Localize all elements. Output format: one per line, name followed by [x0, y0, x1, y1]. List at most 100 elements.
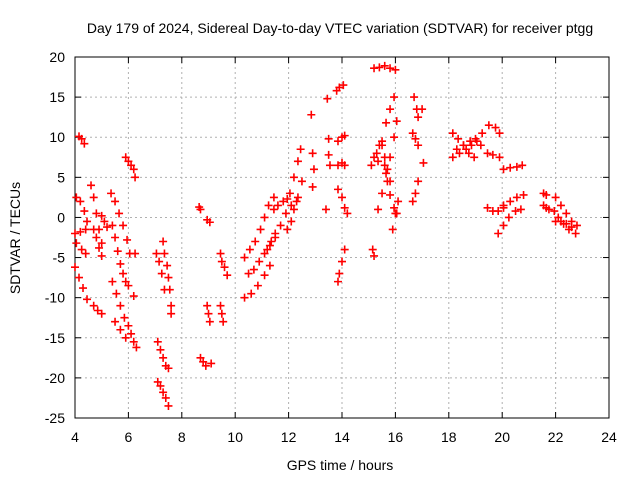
x-tick-label: 4: [71, 429, 79, 445]
data-point-marker: [383, 165, 392, 174]
x-tick-label: 24: [601, 429, 617, 445]
data-point-marker: [159, 353, 168, 362]
data-point-marker: [283, 194, 292, 203]
data-point-marker: [108, 221, 117, 230]
data-segment: [72, 193, 92, 226]
data-point-marker: [207, 359, 216, 368]
data-point-marker: [297, 177, 306, 186]
data-point-marker: [567, 223, 576, 232]
data-point-marker: [410, 93, 419, 102]
data-point-marker: [325, 161, 334, 170]
data-point-marker: [267, 237, 276, 246]
data-point-marker: [293, 193, 302, 202]
data-point-marker: [308, 182, 317, 191]
data-point-marker: [494, 207, 503, 216]
data-point-marker: [83, 217, 92, 226]
data-segment: [333, 131, 349, 146]
data-point-marker: [448, 129, 457, 138]
data-point-marker: [394, 197, 403, 206]
data-segment: [452, 134, 504, 162]
data-segment: [332, 81, 348, 95]
data-point-marker: [129, 165, 138, 174]
data-point-marker: [256, 225, 265, 234]
data-point-marker: [572, 221, 581, 230]
data-point-marker: [204, 309, 213, 318]
data-point-marker: [92, 209, 101, 218]
data-point-marker: [333, 137, 342, 146]
data-point-marker: [165, 285, 174, 294]
data-point-marker: [455, 149, 464, 158]
data-segment: [159, 237, 176, 318]
data-point-marker: [491, 123, 500, 132]
data-point-marker: [307, 110, 316, 119]
data-point-marker: [127, 161, 136, 170]
data-point-marker: [260, 213, 269, 222]
data-point-marker: [100, 217, 109, 226]
data-point-marker: [97, 211, 106, 220]
data-point-marker: [411, 134, 420, 143]
x-tick-label: 10: [227, 429, 243, 445]
data-point-marker: [264, 201, 273, 210]
data-point-marker: [506, 163, 515, 172]
data-point-marker: [219, 317, 228, 326]
chart-title: Day 179 of 2024, Sidereal Day-to-day VTE…: [87, 20, 593, 36]
data-point-marker: [93, 306, 102, 315]
data-point-marker: [495, 153, 504, 162]
data-point-marker: [251, 237, 260, 246]
data-point-marker: [470, 153, 479, 162]
data-segment: [269, 194, 292, 214]
data-point-marker: [80, 207, 89, 216]
data-point-marker: [72, 239, 81, 248]
data-point-marker: [167, 309, 176, 318]
data-point-marker: [368, 245, 377, 254]
data-point-marker: [382, 118, 391, 127]
data-point-marker: [323, 94, 332, 103]
data-point-marker: [338, 257, 346, 266]
data-point-marker: [471, 134, 480, 143]
data-point-marker: [255, 257, 264, 266]
data-point-marker: [71, 229, 79, 238]
data-point-marker: [75, 273, 84, 282]
data-segment: [499, 190, 528, 210]
y-tick-label: 0: [57, 209, 65, 225]
data-segment: [153, 377, 173, 410]
data-point-marker: [551, 193, 560, 202]
data-segment: [108, 277, 136, 338]
data-point-marker: [519, 190, 528, 199]
data-segment: [216, 301, 228, 326]
data-segment: [152, 249, 169, 294]
data-point-marker: [293, 157, 302, 166]
data-point-marker: [164, 401, 173, 410]
data-point-marker: [83, 295, 92, 304]
data-point-marker: [370, 64, 379, 73]
data-segment: [418, 105, 428, 167]
data-points: [71, 61, 581, 410]
data-segment: [374, 93, 399, 166]
data-point-marker: [124, 321, 133, 330]
data-point-marker: [467, 141, 476, 150]
data-point-marker: [343, 209, 352, 218]
data-point-marker: [77, 245, 86, 254]
tick-labels: 4 6 8 10 12 14 16 18 20 22 24 -25 -20 -15 -10 -5 0 5 10 15 2…: [45, 49, 617, 445]
data-point-marker: [89, 301, 98, 310]
data-point-marker: [111, 317, 120, 326]
grid-lines: [75, 57, 609, 418]
data-point-marker: [556, 217, 565, 226]
data-point-marker: [484, 121, 493, 130]
data-point-marker: [309, 165, 318, 174]
data-point-marker: [253, 281, 262, 290]
data-point-marker: [483, 149, 492, 158]
data-point-marker: [116, 301, 125, 310]
data-segment: [368, 245, 379, 260]
data-point-marker: [390, 203, 399, 212]
data-point-marker: [380, 161, 389, 170]
data-point-marker: [340, 203, 349, 212]
data-point-marker: [159, 388, 168, 397]
data-segment: [285, 145, 305, 198]
data-segment: [539, 189, 551, 199]
data-point-marker: [203, 301, 212, 310]
data-point-marker: [339, 81, 348, 90]
x-tick-label: 18: [441, 429, 457, 445]
data-point-marker: [113, 247, 122, 256]
